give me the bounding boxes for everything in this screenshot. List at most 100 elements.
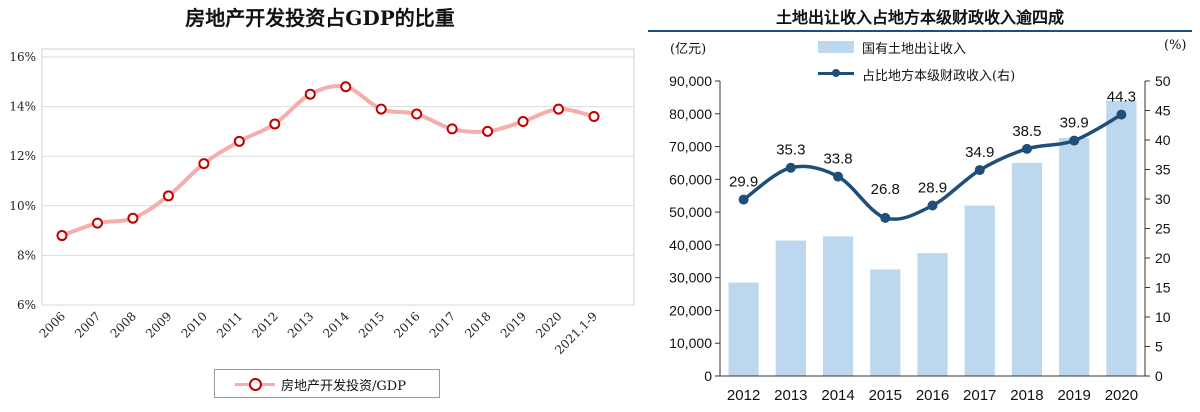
bar-land-revenue	[775, 240, 806, 376]
right-tick-label: 30	[1155, 191, 1171, 207]
data-label: 39.9	[1060, 115, 1089, 132]
right-tick-label: 5	[1155, 339, 1163, 355]
left-tick-label: 80,000	[669, 106, 712, 122]
bar-land-revenue	[1106, 100, 1137, 377]
left-tick-label: 90,000	[669, 73, 712, 89]
data-label: 44.3	[1107, 89, 1136, 106]
data-point	[233, 135, 245, 147]
data-label: 34.9	[965, 144, 994, 161]
left-tick-label: 50,000	[669, 204, 712, 220]
bar-land-revenue	[870, 269, 901, 376]
x-tick-label: 2017	[427, 309, 458, 340]
right-tick-label: 35	[1155, 162, 1171, 178]
x-tick-label: 2007	[72, 309, 103, 340]
data-point	[127, 212, 139, 224]
x-tick-label: 2015	[869, 387, 902, 404]
data-point	[553, 103, 565, 115]
data-point	[517, 115, 529, 127]
x-tick-label: 2020	[1105, 387, 1138, 404]
y-tick-label: 12%	[9, 149, 36, 163]
left-axis-unit: (亿元)	[670, 42, 707, 57]
bar-land-revenue	[822, 236, 854, 376]
x-tick-label: 2013	[774, 387, 807, 404]
bar-land-revenue	[917, 253, 948, 376]
data-point	[91, 217, 103, 229]
left-tick-label: 40,000	[669, 237, 712, 253]
x-tick-label: 2016	[391, 309, 422, 340]
data-point	[340, 81, 352, 93]
data-point	[446, 123, 458, 135]
left-chart-plot: 6% 8% 10% 12% 14% 16% 2006 2007 2008 2009 2010 2011…	[9, 48, 635, 357]
bar-land-revenue	[728, 282, 759, 376]
bar-land-revenue	[1059, 138, 1090, 376]
left-tick-label: 70,000	[669, 139, 712, 155]
x-tick-label: 2014	[821, 387, 854, 404]
x-tick-label: 2015	[356, 309, 387, 340]
y-tick-label: 10%	[9, 199, 36, 213]
data-point	[269, 118, 281, 130]
right-tick-label: 40	[1155, 132, 1171, 148]
right-tick-label: 0	[1155, 368, 1163, 384]
x-tick-label: 2014	[320, 309, 352, 341]
legend-label-investment-gdp: 房地产开发投资/GDP	[281, 379, 406, 394]
x-tick-label: 2017	[963, 387, 996, 404]
data-point	[304, 88, 316, 100]
legend-dot-icon	[832, 69, 840, 77]
legend-marker-icon	[249, 378, 262, 391]
right-tick-label: 25	[1155, 221, 1171, 237]
x-tick-label: 2010	[178, 309, 209, 340]
x-tick-label: 2012	[249, 309, 280, 340]
data-label: 26.8	[871, 181, 900, 198]
title-underline-divider	[648, 30, 1192, 32]
left-tick-label: 10,000	[669, 335, 712, 351]
x-tick-label: 2019	[498, 309, 529, 340]
data-point	[927, 200, 938, 211]
left-tick-label: 60,000	[669, 171, 712, 187]
x-tick-label: 2012	[727, 387, 760, 404]
data-point	[162, 190, 174, 202]
data-label: 29.9	[729, 174, 758, 191]
right-axis-unit: (%)	[1164, 38, 1187, 53]
series-line-investment-gdp	[60, 84, 596, 238]
left-chart-title: 房地产开发投资占GDP的比重	[185, 6, 455, 30]
data-point	[482, 125, 494, 137]
legend-label-land-revenue: 国有土地出让收入	[862, 42, 967, 57]
left-tick-label: 30,000	[669, 270, 712, 286]
x-tick-label: 2020	[533, 309, 564, 340]
x-tick-label: 2018	[1010, 387, 1043, 404]
right-chart-plot: 0 10,000 20,000 30,000 40,000 50,000 60,000 70,…	[669, 73, 1171, 404]
right-tick-label: 50	[1155, 73, 1171, 89]
x-tick-label: 2018	[462, 309, 493, 340]
data-point	[198, 158, 210, 170]
data-point	[1021, 143, 1032, 154]
data-label: 38.5	[1012, 123, 1041, 140]
x-tick-label: 2009	[143, 309, 174, 340]
right-tick-label: 45	[1155, 103, 1171, 119]
data-label: 28.9	[918, 179, 947, 196]
data-point	[833, 171, 844, 182]
y-tick-label: 16%	[9, 50, 36, 64]
right-tick-label: 15	[1155, 280, 1171, 296]
data-point	[411, 108, 423, 120]
right-tick-label: 20	[1155, 250, 1171, 266]
data-point	[785, 162, 796, 173]
data-point	[56, 230, 68, 242]
left-tick-label: 0	[704, 368, 712, 384]
data-point	[974, 165, 985, 176]
x-tick-label: 2013	[285, 309, 316, 340]
data-point	[1116, 109, 1127, 120]
data-point	[588, 111, 600, 123]
x-tick-label: 2019	[1057, 387, 1090, 404]
y-tick-label: 6%	[17, 298, 36, 312]
right-tick-label: 10	[1155, 309, 1171, 325]
legend-label-share: 占比地方本级财政收入(右)	[862, 69, 1016, 84]
data-point	[375, 103, 387, 115]
right-chart-title: 土地出让收入占地方本级财政收入逾四成	[775, 8, 1064, 27]
x-tick-label: 2016	[916, 387, 949, 404]
x-tick-label: 2008	[108, 309, 139, 340]
left-chart-legend: 房地产开发投资/GDP	[214, 369, 440, 398]
data-point	[1069, 135, 1080, 146]
legend-bar-swatch	[818, 41, 854, 53]
y-tick-label: 14%	[9, 100, 36, 114]
data-point	[880, 212, 891, 223]
